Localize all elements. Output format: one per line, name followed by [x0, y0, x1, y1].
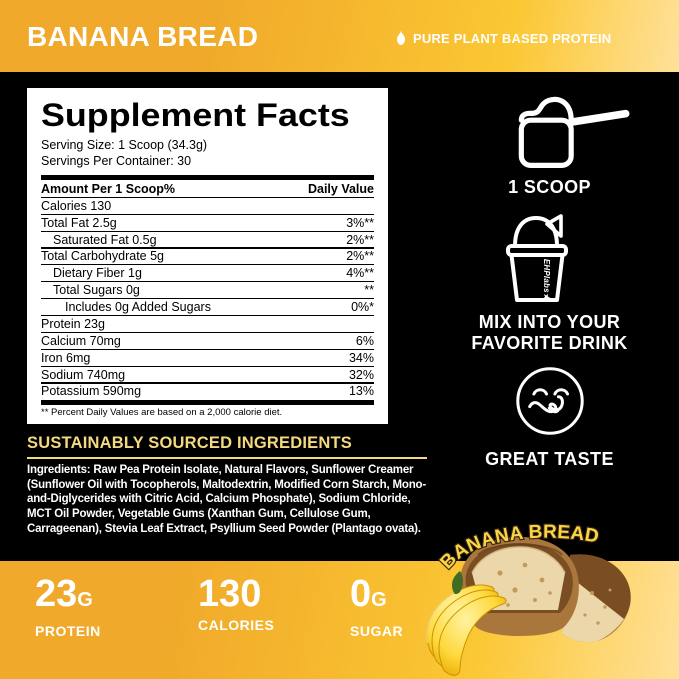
svg-text:BANANA BREAD: BANANA BREAD [436, 522, 600, 574]
